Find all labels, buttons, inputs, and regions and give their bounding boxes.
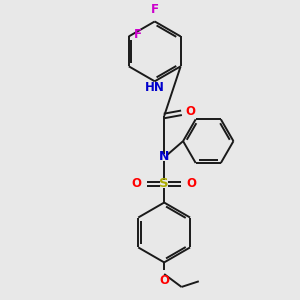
- Text: F: F: [134, 28, 142, 41]
- Text: O: O: [187, 177, 197, 190]
- Text: S: S: [159, 177, 169, 190]
- Text: O: O: [131, 177, 142, 190]
- Text: O: O: [159, 274, 169, 287]
- Text: O: O: [186, 105, 196, 118]
- Text: HN: HN: [145, 82, 164, 94]
- Text: N: N: [159, 150, 169, 164]
- Text: F: F: [151, 3, 159, 16]
